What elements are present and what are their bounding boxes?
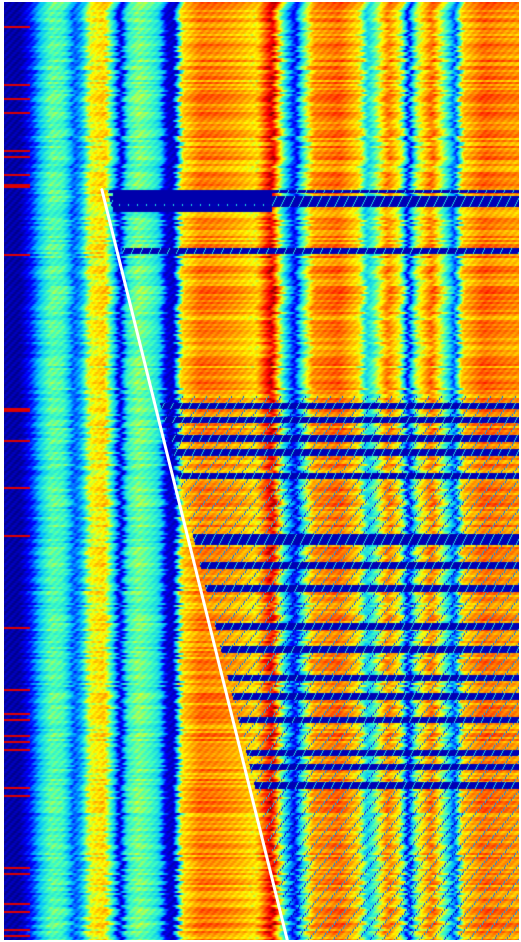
onset-trend-line [100,188,289,940]
heatmap-overlay [100,188,289,940]
heatmap-raster [4,2,519,940]
